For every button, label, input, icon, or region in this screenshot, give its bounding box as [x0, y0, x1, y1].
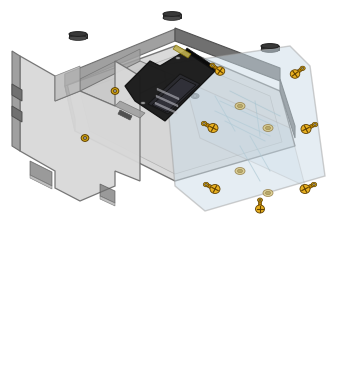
- Ellipse shape: [215, 67, 225, 75]
- Polygon shape: [304, 183, 315, 191]
- Ellipse shape: [301, 67, 304, 69]
- Ellipse shape: [210, 185, 220, 193]
- Ellipse shape: [173, 90, 177, 93]
- Polygon shape: [294, 67, 303, 76]
- Ellipse shape: [203, 182, 209, 187]
- Polygon shape: [55, 66, 80, 101]
- Polygon shape: [148, 74, 200, 114]
- Polygon shape: [305, 123, 316, 131]
- Polygon shape: [65, 46, 295, 181]
- Ellipse shape: [238, 104, 243, 108]
- Polygon shape: [211, 64, 221, 73]
- Polygon shape: [155, 102, 177, 114]
- Polygon shape: [261, 46, 279, 50]
- Ellipse shape: [210, 63, 215, 68]
- Polygon shape: [100, 184, 115, 203]
- Ellipse shape: [300, 185, 310, 193]
- Polygon shape: [185, 81, 305, 186]
- Polygon shape: [157, 88, 179, 100]
- Ellipse shape: [235, 103, 245, 110]
- Polygon shape: [80, 56, 282, 174]
- Ellipse shape: [111, 88, 119, 95]
- Ellipse shape: [208, 124, 218, 132]
- Ellipse shape: [193, 95, 197, 97]
- Polygon shape: [173, 91, 177, 103]
- Polygon shape: [163, 14, 181, 18]
- Ellipse shape: [201, 121, 207, 126]
- Polygon shape: [155, 46, 325, 211]
- Polygon shape: [30, 175, 52, 189]
- Polygon shape: [12, 84, 22, 101]
- Ellipse shape: [211, 64, 213, 66]
- Ellipse shape: [163, 15, 181, 20]
- Ellipse shape: [173, 90, 177, 92]
- Ellipse shape: [314, 124, 316, 125]
- Polygon shape: [175, 28, 280, 81]
- Polygon shape: [100, 196, 115, 206]
- Ellipse shape: [266, 126, 271, 130]
- Ellipse shape: [259, 199, 261, 201]
- Polygon shape: [115, 101, 145, 118]
- Ellipse shape: [203, 122, 205, 125]
- Polygon shape: [258, 200, 262, 209]
- Polygon shape: [12, 106, 22, 122]
- Polygon shape: [20, 56, 140, 201]
- Ellipse shape: [171, 88, 179, 95]
- Ellipse shape: [261, 47, 279, 52]
- Ellipse shape: [81, 135, 89, 141]
- Polygon shape: [185, 48, 217, 71]
- Ellipse shape: [173, 102, 177, 104]
- Polygon shape: [118, 110, 132, 120]
- Ellipse shape: [263, 125, 273, 132]
- Polygon shape: [80, 49, 140, 91]
- Ellipse shape: [261, 44, 279, 48]
- Polygon shape: [30, 161, 52, 186]
- Ellipse shape: [313, 183, 315, 186]
- Polygon shape: [152, 78, 196, 112]
- Polygon shape: [69, 34, 87, 38]
- Polygon shape: [125, 51, 215, 121]
- Ellipse shape: [263, 190, 273, 196]
- Ellipse shape: [113, 90, 117, 93]
- Ellipse shape: [266, 191, 271, 195]
- Ellipse shape: [191, 93, 199, 98]
- Ellipse shape: [140, 102, 146, 105]
- Ellipse shape: [301, 125, 311, 134]
- Ellipse shape: [175, 56, 181, 59]
- Polygon shape: [203, 122, 214, 130]
- Polygon shape: [80, 61, 175, 106]
- Polygon shape: [173, 45, 191, 58]
- Ellipse shape: [312, 122, 318, 127]
- Ellipse shape: [300, 66, 305, 70]
- Ellipse shape: [311, 182, 317, 187]
- Polygon shape: [12, 51, 20, 151]
- Ellipse shape: [238, 169, 243, 173]
- Polygon shape: [65, 29, 175, 86]
- Polygon shape: [65, 74, 75, 131]
- Polygon shape: [205, 183, 216, 191]
- Ellipse shape: [205, 183, 207, 186]
- Polygon shape: [156, 95, 178, 107]
- Ellipse shape: [83, 137, 87, 139]
- Ellipse shape: [235, 168, 245, 174]
- Ellipse shape: [69, 32, 87, 36]
- Ellipse shape: [69, 36, 87, 41]
- Ellipse shape: [290, 70, 300, 78]
- Ellipse shape: [163, 12, 181, 16]
- Polygon shape: [280, 79, 295, 138]
- Ellipse shape: [256, 205, 265, 213]
- Ellipse shape: [258, 198, 262, 202]
